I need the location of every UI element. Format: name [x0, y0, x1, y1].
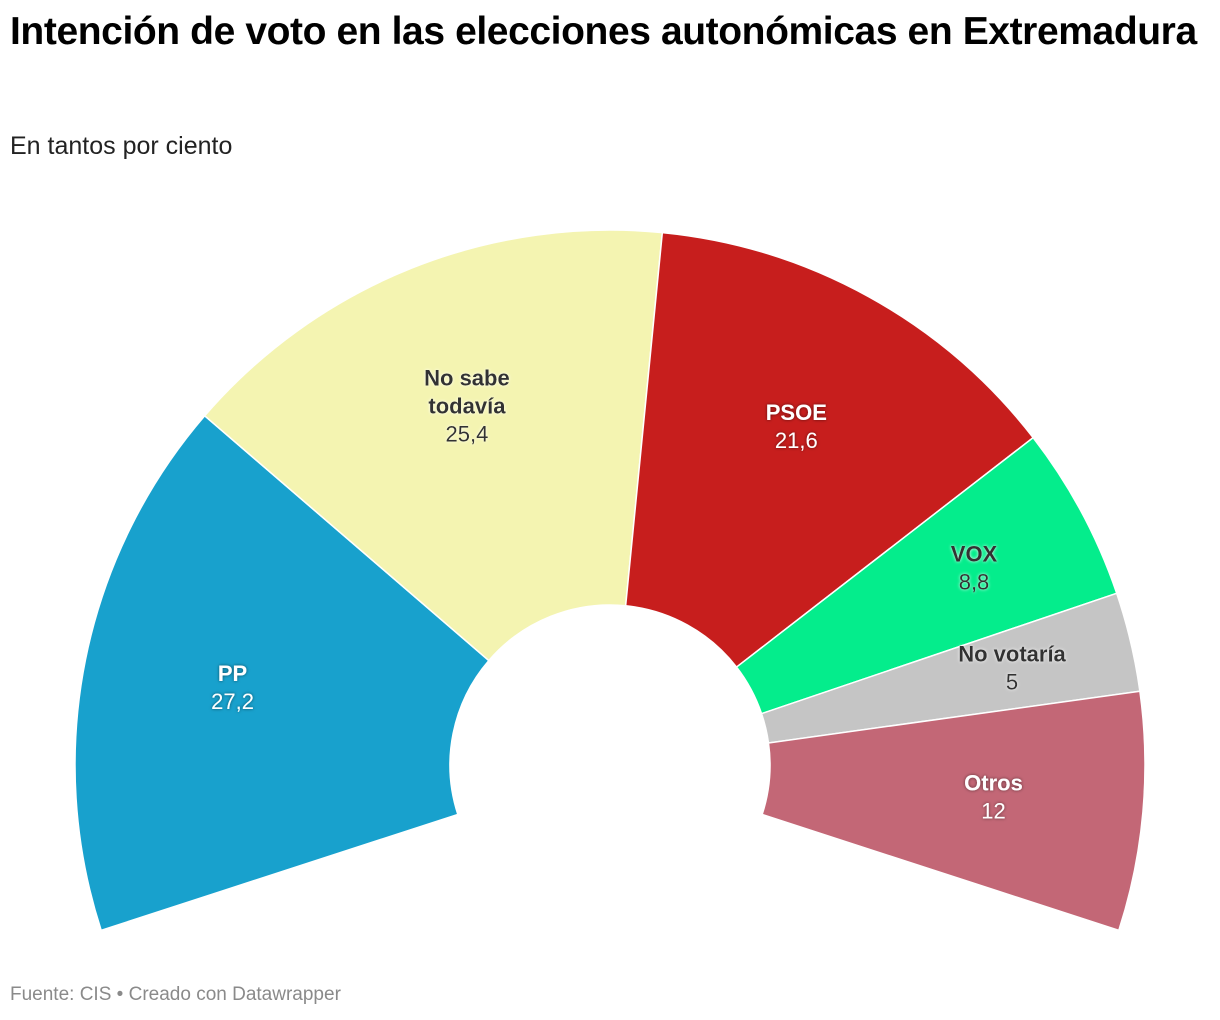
slice-name-label: No votaría [958, 642, 1066, 667]
slice-value-label: 21,6 [775, 428, 818, 453]
chart-labels: PP 27,2 No sabe todavía 25,4 PSOE 21,6 VOX 8,8 No… [211, 365, 1066, 823]
slice-name-label: PSOE [766, 400, 827, 425]
credit-text: Creado con Datawrapper [128, 984, 341, 1005]
slice-name-label: No sabe [424, 365, 510, 390]
slice-pp[interactable] [74, 414, 490, 932]
slice-label-no-sabe-todavia: No sabe todavía 25,4 [424, 365, 510, 446]
slice-label-psoe: PSOE 21,6 [766, 400, 827, 453]
chart-subtitle: En tantos por ciento [10, 132, 233, 160]
slice-name-label: Otros [964, 771, 1023, 796]
slice-value-label: 12 [981, 799, 1005, 824]
slice-no-sabe-todavia[interactable] [203, 229, 664, 662]
slice-label-vox: VOX 8,8 [951, 541, 998, 594]
slice-label-otros: Otros 12 [964, 771, 1023, 824]
footer-separator: • [116, 984, 124, 1005]
slice-otros[interactable] [761, 690, 1146, 932]
chart-slices [74, 229, 1146, 932]
source-text: Fuente: CIS [10, 984, 112, 1005]
chart-footer: Fuente: CIS • Creado con Datawrapper [10, 984, 341, 1006]
slice-value-label: 25,4 [446, 421, 489, 446]
slice-name-label: todavía [428, 393, 506, 418]
slice-label-no-votaria: No votaría 5 [958, 642, 1066, 695]
slice-value-label: 27,2 [211, 689, 254, 714]
slice-label-pp: PP 27,2 [211, 661, 254, 714]
slice-value-label: 5 [1006, 670, 1018, 695]
slice-value-label: 8,8 [959, 569, 990, 594]
slice-name-label: VOX [951, 541, 998, 566]
slice-psoe[interactable] [624, 231, 1035, 669]
slice-name-label: PP [218, 661, 247, 686]
chart-title: Intención de voto en las elecciones auto… [10, 10, 1197, 53]
